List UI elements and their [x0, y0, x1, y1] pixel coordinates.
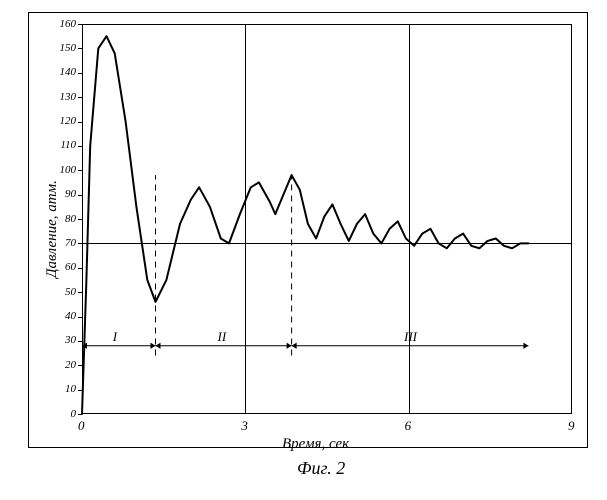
y-tick-label: 0 [71, 408, 77, 420]
y-tick-label: 60 [65, 261, 76, 273]
y-tick-label: 30 [65, 334, 76, 346]
y-tick-label: 140 [60, 66, 77, 78]
y-tick-label: 110 [60, 139, 76, 151]
y-tick [78, 341, 82, 342]
y-tick-label: 100 [60, 164, 77, 176]
y-tick-label: 10 [65, 383, 76, 395]
y-tick [78, 317, 82, 318]
y-tick [78, 219, 82, 220]
y-tick-label: 50 [65, 286, 76, 298]
y-tick-label: 160 [60, 18, 77, 30]
y-tick [78, 365, 82, 366]
y-tick [78, 122, 82, 123]
y-tick-label: 20 [65, 359, 76, 371]
region-label: I [113, 329, 117, 345]
y-tick [78, 170, 82, 171]
plot-svg [0, 0, 607, 500]
region-label: II [218, 329, 227, 345]
y-tick [78, 24, 82, 25]
y-tick [78, 146, 82, 147]
y-tick-label: 150 [60, 42, 77, 54]
y-tick-label: 120 [60, 115, 77, 127]
y-tick [78, 48, 82, 49]
x-tick-label: 0 [78, 418, 85, 434]
x-gridline [409, 24, 410, 414]
y-tick [78, 73, 82, 74]
region-label: III [404, 329, 417, 345]
y-tick-label: 70 [65, 237, 76, 249]
y-tick [78, 414, 82, 415]
y-tick-label: 130 [60, 91, 77, 103]
y-tick-label: 90 [65, 188, 76, 200]
x-tick-label: 3 [241, 418, 248, 434]
y-tick [78, 292, 82, 293]
x-tick-label: 9 [568, 418, 575, 434]
y-tick [78, 195, 82, 196]
y-gridline [82, 243, 572, 244]
x-tick-label: 6 [405, 418, 412, 434]
y-tick [78, 268, 82, 269]
y-tick [78, 97, 82, 98]
x-gridline [245, 24, 246, 414]
y-tick [78, 390, 82, 391]
y-tick-label: 40 [65, 310, 76, 322]
y-tick-label: 80 [65, 213, 76, 225]
